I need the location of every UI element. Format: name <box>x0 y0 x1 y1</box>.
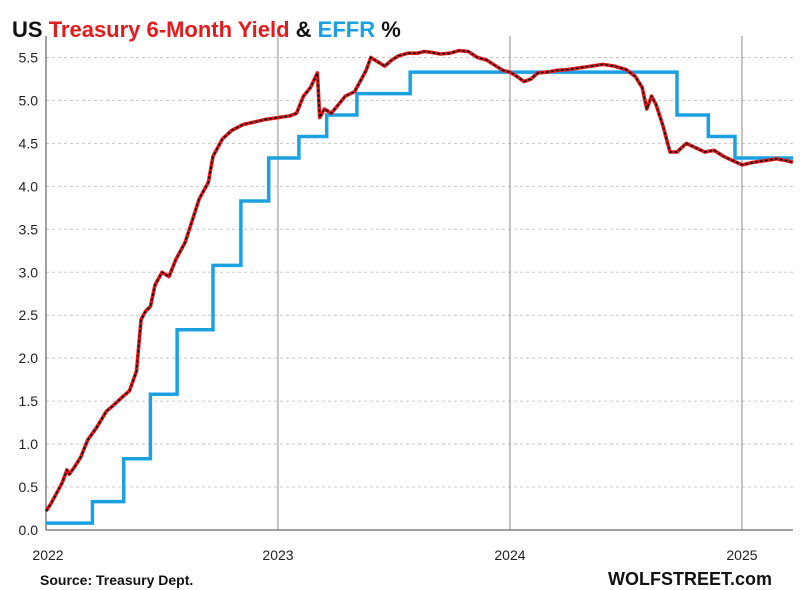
title-part-1: Treasury 6-Month Yield <box>49 17 290 42</box>
title-part-3: EFFR <box>318 17 376 42</box>
y-tick-label: 2.5 <box>19 307 39 323</box>
y-tick-label: 4.0 <box>19 178 39 194</box>
y-tick-label: 5.5 <box>19 49 39 65</box>
x-tick-label: 2022 <box>32 547 63 563</box>
grid <box>46 36 793 530</box>
series-treasury-6m-overlay <box>45 49 794 512</box>
title-part-2: & <box>290 17 318 42</box>
y-tick-label: 5.0 <box>19 92 39 108</box>
x-tick-label: 2025 <box>726 547 757 563</box>
chart-title: US Treasury 6-Month Yield & EFFR % <box>12 17 401 42</box>
series-effr-line <box>46 70 793 525</box>
x-tick-label: 2023 <box>262 547 293 563</box>
x-tick-labels: 2022 2023 2024 2025 <box>32 547 757 563</box>
x-tick-label: 2024 <box>494 547 525 563</box>
y-tick-label: 1.5 <box>19 393 39 409</box>
series-layer <box>44 48 794 525</box>
y-tick-label: 3.5 <box>19 221 39 237</box>
source-note: Source: Treasury Dept. <box>40 572 193 588</box>
brand-label: WOLFSTREET.com <box>608 569 772 589</box>
y-tick-labels: 0.0 0.5 1.0 1.5 2.0 2.5 3.0 3.5 4.0 4.5 5.0 5.5 <box>19 49 39 538</box>
y-tick-label: 4.5 <box>19 135 39 151</box>
axes <box>45 36 793 531</box>
y-tick-label: 3.0 <box>19 264 39 280</box>
y-tick-label: 1.0 <box>19 436 39 452</box>
title-part-0: US <box>12 17 49 42</box>
title-part-4: % <box>375 17 401 42</box>
y-tick-label: 2.0 <box>19 350 39 366</box>
y-tick-label: 0.0 <box>19 522 39 538</box>
y-tick-label: 0.5 <box>19 479 39 495</box>
